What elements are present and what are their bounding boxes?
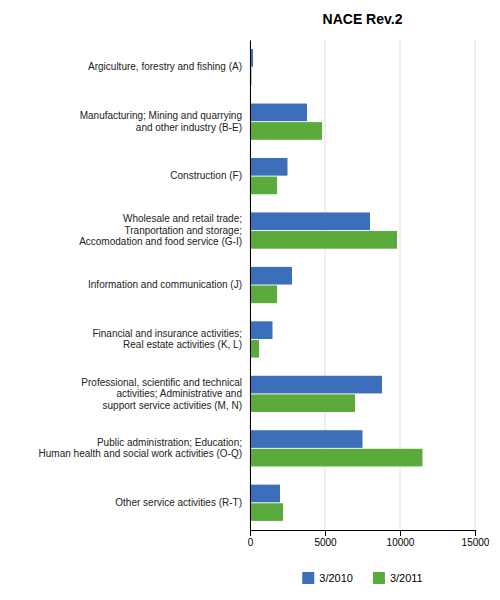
bar [250, 231, 397, 249]
tick-label-line: Financial and insurance activities; [92, 328, 242, 339]
bar [250, 394, 355, 412]
tick-label: Financial and insurance activities;Real … [92, 328, 242, 351]
tick-mark [250, 530, 251, 536]
tick-label-line: Human health and social work activities … [39, 448, 242, 459]
legend-label: 3/2011 [390, 572, 423, 584]
bar [250, 212, 370, 230]
tick-label-line: Professional, scientific and technical [81, 377, 242, 388]
tick-mark [325, 530, 326, 536]
tick-mark [475, 530, 476, 536]
tick-label-line: Tranportation and storage; [125, 225, 242, 236]
axis-line [250, 41, 251, 531]
bar [250, 340, 259, 358]
plot: 0 5000 10000 15000 Argiculture, forestry and… [39, 40, 490, 548]
tick-label-line: Wholesale and retail trade; [123, 213, 242, 224]
x-axis: 0 5000 10000 15000 [248, 530, 490, 548]
bar [250, 321, 273, 339]
tick: 0 [248, 530, 254, 548]
tick-label: 5000 [314, 537, 337, 548]
title: NACE Rev.2 [323, 11, 403, 27]
bar [250, 485, 280, 503]
tick-label-line: activities; Administrative and [116, 388, 242, 399]
tick-label-line: Manufacturing; Mining and quarrying [80, 110, 242, 121]
tick-label-line: Public administration; Education; [97, 437, 242, 448]
bar [250, 177, 277, 195]
tick: 5000 [314, 530, 337, 548]
tick: Public administration; Education;Human h… [39, 437, 242, 460]
tick-label: 10000 [387, 537, 415, 548]
tick: Information and communication (J) [88, 279, 242, 290]
legend-label: 3/2010 [319, 572, 353, 584]
tick-label-line: Argiculture, forestry and fishing (A) [88, 61, 242, 72]
series [250, 49, 382, 502]
tick-label: Information and communication (J) [88, 279, 242, 290]
tick-label: Construction (F) [170, 170, 242, 181]
grid [250, 40, 475, 530]
legend-swatch [373, 572, 385, 584]
tick: Professional, scientific and technicalac… [81, 377, 242, 411]
grid-line [475, 40, 476, 530]
tick-label: Professional, scientific and technicalac… [81, 377, 242, 411]
bar [250, 104, 307, 122]
bar [250, 122, 322, 140]
tick-label: Argiculture, forestry and fishing (A) [88, 61, 242, 72]
legend-item: 3/2010 [302, 572, 353, 584]
tick: Wholesale and retail trade;Tranportation… [79, 213, 242, 247]
legend-swatch [302, 572, 314, 584]
tick: 10000 [387, 530, 415, 548]
tick-label: Other service activities (R-T) [115, 497, 242, 508]
tick: Construction (F) [170, 170, 242, 181]
tick-label: 0 [248, 537, 254, 548]
tick-label-line: support service activities (M, N) [103, 400, 242, 411]
tick-label: Wholesale and retail trade;Tranportation… [79, 213, 242, 247]
y-axis: Argiculture, forestry and fishing (A) Man… [39, 41, 251, 531]
tick-label-line: and other industry (B-E) [136, 122, 242, 133]
tick-label-line: Accomodation and food service (G-I) [79, 236, 242, 247]
tick-label-line: Construction (F) [170, 170, 242, 181]
bars [250, 49, 423, 521]
series [250, 68, 423, 521]
tick: Argiculture, forestry and fishing (A) [88, 61, 242, 72]
bar [250, 285, 277, 303]
bar [250, 376, 382, 394]
tick-mark [400, 530, 401, 536]
bar [250, 430, 363, 448]
tick: Other service activities (R-T) [115, 497, 242, 508]
tick: Financial and insurance activities;Real … [92, 328, 242, 351]
bar [250, 158, 288, 176]
legend-item: 3/2011 [373, 572, 423, 584]
axis-line [251, 531, 476, 537]
bar [250, 449, 423, 467]
legend: 3/2010 3/2011 [302, 572, 422, 584]
tick-label: Manufacturing; Mining and quarryingand o… [80, 110, 242, 133]
tick-label-line: Information and communication (J) [88, 279, 242, 290]
tick: Manufacturing; Mining and quarryingand o… [80, 110, 242, 133]
tick-label-line: Other service activities (R-T) [115, 497, 242, 508]
bar [250, 267, 292, 285]
tick-label: 15000 [462, 537, 490, 548]
bar [250, 503, 283, 521]
grid-line [250, 40, 251, 530]
chart: 0 5000 10000 15000 Argiculture, forestry and… [0, 0, 500, 600]
tick: 15000 [462, 530, 490, 548]
tick-label: Public administration; Education;Human h… [39, 437, 242, 460]
tick-label-line: Real estate activities (K, L) [123, 339, 242, 350]
